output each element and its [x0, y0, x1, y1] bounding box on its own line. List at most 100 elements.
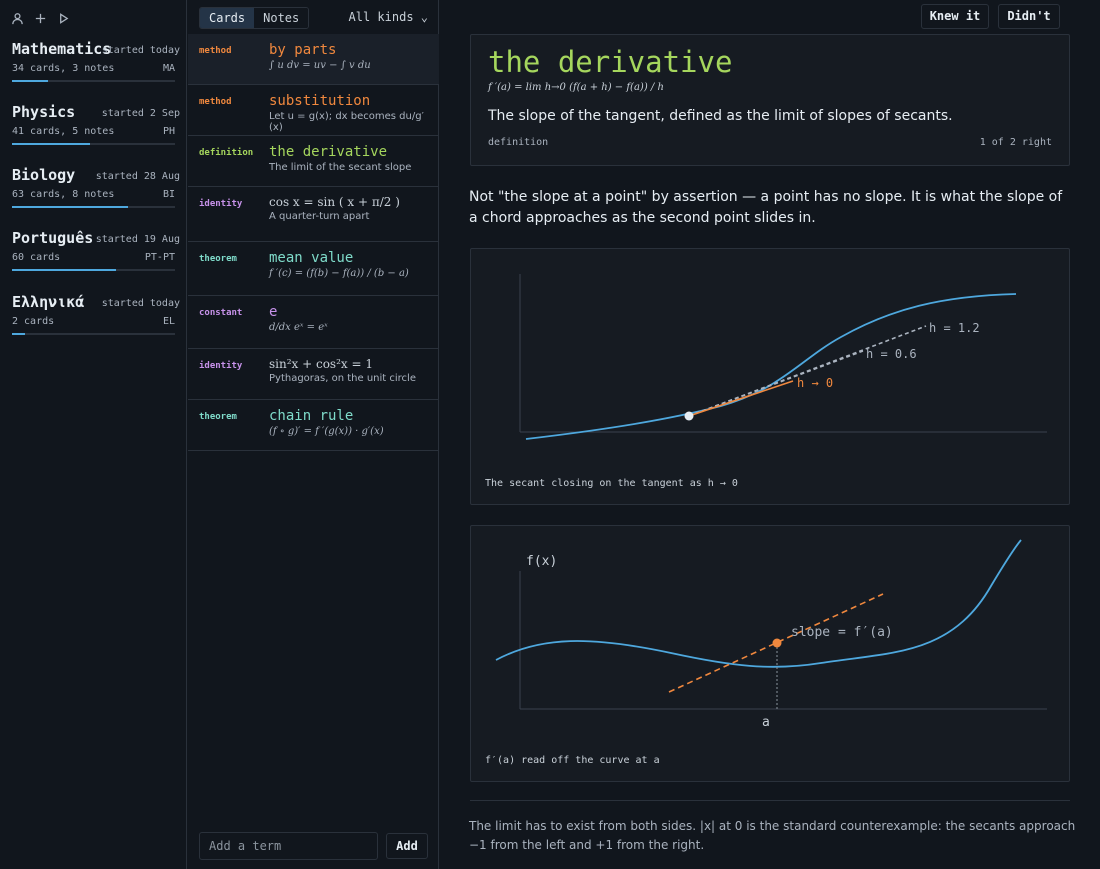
subject-name: Physics: [12, 103, 76, 121]
card-term: e: [269, 304, 278, 320]
card-equation: cos x = sin ( x + π/2 ): [269, 195, 400, 209]
subject-code: PH: [162, 126, 175, 137]
label-h-0: h → 0: [797, 376, 833, 390]
card-list: method by parts ∫ u dv = uv − ∫ v du method…: [188, 34, 439, 451]
tangent-point: [772, 638, 782, 648]
card-list-item[interactable]: method by parts ∫ u dv = uv − ∫ v du: [188, 34, 439, 85]
card-score: 1 of 2 right: [979, 137, 1052, 148]
footnote: The limit has to exist from both sides. …: [469, 819, 1076, 852]
card-list-item[interactable]: theorem mean value f ′(c) = (f(b) − f(a)) …: [188, 242, 439, 296]
subject-progress-bar: [12, 143, 175, 145]
kind-filter-dropdown[interactable]: All kinds ⌄: [348, 10, 428, 24]
subject-name: Ελληνικά: [12, 293, 85, 311]
subject-name: Mathematics: [12, 40, 112, 58]
x-axis-label-a: a: [762, 715, 770, 730]
subject-progress-bar: [12, 80, 175, 82]
subject-progress-fill: [12, 206, 128, 208]
definition-card: the derivative f ′(a) = lim h→0 (f(a + h…: [470, 34, 1070, 166]
base-point: [684, 411, 694, 421]
card-equation: f ′(a) = lim h→0 (f(a + h) − f(a)) / h: [488, 82, 664, 93]
card-term: by parts: [269, 42, 337, 58]
subject-code: EL: [162, 316, 175, 327]
figure1-caption: The secant closing on the tangent as h →…: [485, 478, 738, 489]
subject-name: Português: [12, 229, 94, 247]
card-list-item[interactable]: constant e d/dx eˣ = eˣ: [188, 296, 439, 349]
card-equation: sin²x + cos²x = 1: [269, 357, 373, 371]
card-kind: definition: [488, 137, 549, 148]
card-kind-label: constant: [199, 308, 243, 318]
card-kind-label: method: [199, 46, 232, 56]
card-definition: The slope of the tangent, defined as the…: [488, 108, 953, 124]
divider: [470, 800, 1070, 801]
tab-cards[interactable]: Cards: [200, 8, 255, 28]
add-term-input[interactable]: Add a term: [199, 832, 378, 860]
user-icon[interactable]: [11, 10, 24, 25]
knew-it-button[interactable]: Knew it: [921, 4, 989, 29]
subject-meta: 63 cards, 8 notes BI: [12, 189, 175, 200]
view-tabs: Cards Notes: [199, 7, 310, 29]
card-equation: d/dx eˣ = eˣ: [269, 322, 328, 333]
subject-item[interactable]: Ελληνικά started today 2 cards EL: [12, 293, 180, 335]
subject-started: started 19 Aug: [95, 234, 180, 245]
subject-progress-fill: [12, 80, 48, 82]
tangent-figure: f(x) a slope = f′(a) f′(a) read off the …: [470, 525, 1070, 782]
play-icon[interactable]: [57, 10, 70, 24]
subject-progress-bar: [12, 333, 175, 335]
tab-notes[interactable]: Notes: [254, 8, 309, 28]
subject-code: MA: [162, 63, 175, 74]
didnt-button[interactable]: Didn't: [998, 4, 1060, 29]
subject-started: started today: [101, 298, 180, 309]
explanation-paragraph: Not "the slope at a point" by assertion …: [469, 189, 1063, 226]
subject-code: BI: [162, 189, 175, 200]
slope-label: slope = f′(a): [791, 625, 893, 640]
subject-progress-bar: [12, 206, 175, 208]
tangent-line: [688, 380, 794, 417]
subject-progress-bar: [12, 269, 175, 271]
card-subtitle: Pythagoras, on the unit circle: [269, 373, 416, 384]
subject-counts: 63 cards, 8 notes: [12, 189, 115, 200]
subject-progress-fill: [12, 333, 26, 335]
card-kind-label: theorem: [199, 254, 237, 264]
card-title: the derivative: [488, 45, 733, 79]
plus-icon[interactable]: [34, 10, 47, 24]
subject-item[interactable]: Biology started 28 Aug 63 cards, 8 notes…: [12, 166, 180, 208]
sidebar-toolbar: [11, 10, 70, 25]
secant-h-0-6: [688, 350, 864, 417]
card-subtitle: A quarter-turn apart: [269, 211, 370, 222]
subject-code: PT-PT: [144, 252, 175, 263]
card-list-item[interactable]: definition the derivative The limit of the…: [188, 136, 439, 187]
card-list-item[interactable]: identity sin²x + cos²x = 1 Pythagoras, on …: [188, 349, 439, 400]
subject-meta: 60 cards PT-PT: [12, 252, 175, 263]
add-button[interactable]: Add: [386, 833, 428, 859]
subject-meta: 2 cards EL: [12, 316, 175, 327]
card-subtitle: Let u = g(x); dx becomes du/g′(x): [269, 111, 424, 133]
card-kind-label: method: [199, 97, 232, 107]
subject-item[interactable]: Português started 19 Aug 60 cards PT-PT: [12, 229, 180, 271]
card-list-item[interactable]: method substitution Let u = g(x); dx becom…: [188, 85, 439, 136]
subject-item[interactable]: Physics started 2 Sep 41 cards, 5 notes P…: [12, 103, 180, 145]
card-equation: f ′(c) = (f(b) − f(a)) / (b − a): [269, 268, 409, 279]
card-kind-label: theorem: [199, 412, 237, 422]
card-detail: Knew it Didn't the derivative f ′(a) = l…: [440, 0, 1100, 869]
tangent-plot: f(x) a slope = f′(a): [495, 539, 1047, 730]
add-term-row: Add a term Add: [199, 832, 428, 860]
subject-started: started today: [101, 45, 180, 56]
subject-progress-fill: [12, 143, 91, 145]
card-subtitle: The limit of the secant slope: [269, 162, 412, 173]
card-term: chain rule: [269, 408, 354, 424]
label-h-0-6: h = 0.6: [866, 347, 917, 361]
card-list-item[interactable]: identity cos x = sin ( x + π/2 ) A quarter…: [188, 187, 439, 242]
figure2-caption: f′(a) read off the curve at a: [485, 755, 660, 766]
subject-name: Biology: [12, 166, 76, 184]
subject-item[interactable]: Mathematics started today 34 cards, 3 no…: [12, 40, 180, 82]
y-axis-label: f(x): [526, 554, 557, 569]
card-kind-label: identity: [199, 361, 243, 371]
secant-plot: h = 1.2 h = 0.6 h → 0: [519, 274, 1047, 440]
subject-counts: 2 cards: [12, 316, 55, 327]
subjects-sidebar: Mathematics started today 34 cards, 3 no…: [0, 0, 187, 869]
subject-counts: 34 cards, 3 notes: [12, 63, 115, 74]
card-term: substitution: [269, 93, 371, 109]
card-list-item[interactable]: theorem chain rule (f ∘ g)′ = f ′(g(x)) · …: [188, 400, 439, 451]
card-equation: ∫ u dv = uv − ∫ v du: [269, 60, 371, 71]
subject-meta: 34 cards, 3 notes MA: [12, 63, 175, 74]
